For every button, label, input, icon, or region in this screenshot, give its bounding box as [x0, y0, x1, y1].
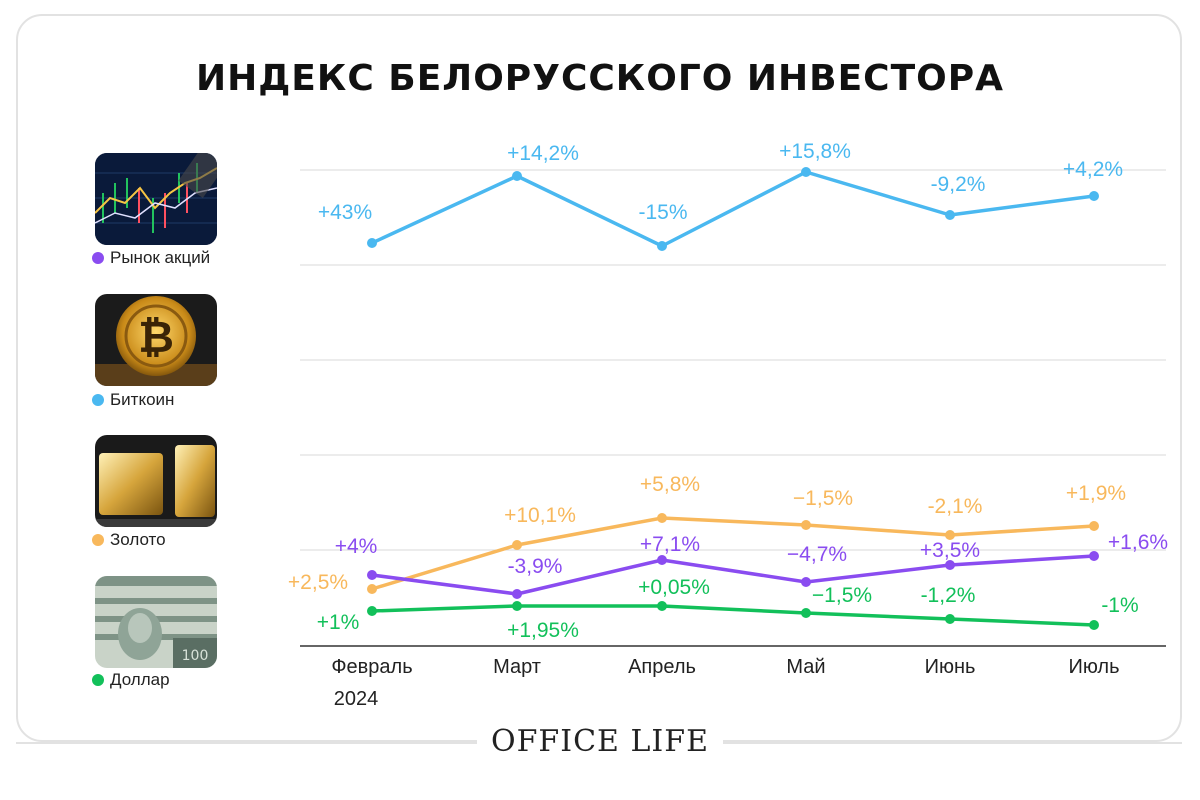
stocks-point	[945, 560, 955, 570]
bitcoin-point	[801, 167, 811, 177]
stocks-data-label: +3,5%	[920, 539, 980, 562]
page-title: ИНДЕКС БЕЛОРУССКОГО ИНВЕСТОРА	[195, 58, 1005, 99]
legend-label-dollar: Доллар	[110, 670, 170, 689]
stocks-data-label: +7,1%	[640, 533, 700, 556]
dollar-point	[945, 614, 955, 624]
bitcoin-data-label: -9,2%	[931, 173, 986, 196]
gold-point	[367, 584, 377, 594]
dollar-point	[657, 601, 667, 611]
bitcoin-data-label: +15,8%	[779, 140, 851, 163]
gold-data-label: +5,8%	[640, 473, 700, 496]
dollar-point	[512, 601, 522, 611]
dollar-point	[367, 606, 377, 616]
gold-data-label: +2,5%	[288, 571, 348, 594]
legend-item-gold: Золото	[92, 530, 166, 550]
legend-item-stocks: Рынок акций	[92, 248, 210, 268]
dollar-point	[1089, 620, 1099, 630]
gold-point	[801, 520, 811, 530]
stocks-legend-dot	[92, 252, 104, 264]
dollar-data-label: +1,95%	[507, 619, 579, 642]
bitcoin-point	[367, 238, 377, 248]
bitcoin-data-label: +4,2%	[1063, 158, 1123, 181]
gold-point	[1089, 521, 1099, 531]
gold-bars-image	[95, 435, 217, 527]
stocks-data-label: -3,9%	[508, 555, 563, 578]
x-tick-label: Март	[493, 656, 541, 678]
bitcoin-point	[512, 171, 522, 181]
bitcoin-data-label: -15%	[638, 201, 687, 224]
stock-chart-image	[95, 153, 217, 245]
bitcoin-point	[1089, 191, 1099, 201]
dollar-data-label: -1,2%	[921, 584, 976, 607]
bitcoin-series-line	[371, 170, 1095, 248]
gold-legend-dot	[92, 534, 104, 546]
footer-line-left	[16, 742, 480, 744]
bitcoin-data-label: +14,2%	[507, 142, 579, 165]
legend-label-gold: Золото	[110, 530, 166, 549]
bitcoin-image: ₿	[95, 294, 217, 386]
dollar-series-line	[371, 604, 1095, 627]
gold-data-label: -2,1%	[928, 495, 983, 518]
gold-point	[657, 513, 667, 523]
legend-label-stocks: Рынок акций	[110, 248, 211, 267]
brand-text: OFFICE LIFE	[477, 724, 723, 759]
dollar-point	[801, 608, 811, 618]
gold-data-label: −1,5%	[793, 487, 853, 510]
stocks-point	[801, 577, 811, 587]
bitcoin-point	[945, 210, 955, 220]
legend-item-dollar: Доллар	[92, 670, 170, 690]
stocks-series-line	[371, 554, 1095, 596]
legend-item-bitcoin: Биткоин	[92, 390, 174, 410]
stocks-point	[1089, 551, 1099, 561]
bitcoin-point	[657, 241, 667, 251]
dollar-data-label: -1%	[1101, 594, 1138, 617]
x-tick-label: Апрель	[628, 656, 696, 678]
stocks-data-label: −4,7%	[787, 543, 847, 566]
legend-label-bitcoin: Биткоин	[110, 390, 175, 409]
footer-line-right	[720, 742, 1182, 744]
brand-logo: OFFICE LIFE	[0, 724, 1200, 759]
gold-point	[945, 530, 955, 540]
x-tick-label: Июль	[1068, 656, 1119, 678]
x-tick-label: Май	[786, 656, 825, 678]
dollar-data-label: −1,5%	[812, 584, 872, 607]
stocks-point	[512, 589, 522, 599]
dollar-data-label: +1%	[317, 611, 360, 634]
gold-data-label: +1,9%	[1066, 482, 1126, 505]
stocks-point	[657, 555, 667, 565]
gold-point	[512, 540, 522, 550]
stocks-data-label: +4%	[335, 535, 378, 558]
gold-series-line	[371, 516, 1095, 591]
bitcoin-data-label: +43%	[318, 201, 372, 224]
x-tick-label: Февраль	[331, 656, 412, 678]
x-tick-sublabel: 2024	[334, 688, 379, 710]
dollar-bills-image: 100	[95, 576, 217, 668]
stocks-data-label: +1,6%	[1108, 531, 1168, 554]
bitcoin-legend-dot	[92, 394, 104, 406]
dollar-data-label: +0,05%	[638, 576, 710, 599]
stocks-point	[367, 570, 377, 580]
gold-data-label: +10,1%	[504, 504, 576, 527]
x-tick-label: Июнь	[925, 656, 976, 678]
dollar-legend-dot	[92, 674, 104, 686]
svg-text:₿: ₿	[138, 312, 174, 363]
svg-text:100: 100	[182, 648, 209, 664]
